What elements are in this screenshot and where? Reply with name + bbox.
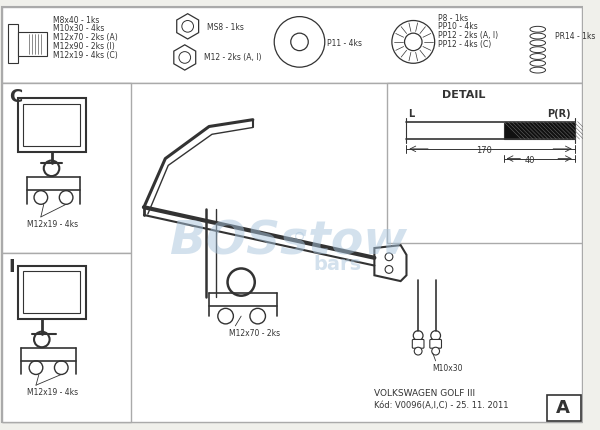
Polygon shape — [17, 33, 47, 56]
Text: PR14 - 1ks: PR14 - 1ks — [555, 32, 596, 41]
Polygon shape — [374, 246, 406, 282]
Bar — [2, 8, 581, 83]
Bar — [2, 83, 131, 253]
Text: MS8 - 1ks: MS8 - 1ks — [207, 23, 244, 32]
Text: P8 - 1ks: P8 - 1ks — [437, 14, 468, 23]
Polygon shape — [8, 25, 17, 64]
Circle shape — [55, 361, 68, 375]
Text: M12x19 - 4ks (C): M12x19 - 4ks (C) — [53, 51, 118, 59]
Text: 170: 170 — [476, 146, 493, 155]
Circle shape — [431, 331, 440, 341]
Circle shape — [34, 332, 50, 347]
Circle shape — [34, 191, 47, 205]
Polygon shape — [174, 46, 196, 71]
Bar — [2, 83, 581, 422]
Bar — [504, 123, 575, 140]
Circle shape — [413, 331, 423, 341]
Text: 40: 40 — [525, 155, 536, 164]
Circle shape — [218, 309, 233, 324]
FancyBboxPatch shape — [412, 340, 424, 348]
Bar — [2, 253, 131, 422]
Bar — [547, 395, 581, 421]
Circle shape — [274, 18, 325, 68]
Text: DETAIL: DETAIL — [442, 89, 486, 99]
Text: PP10 - 4ks: PP10 - 4ks — [437, 22, 478, 31]
Circle shape — [404, 34, 422, 52]
Bar — [23, 272, 80, 313]
Text: M10x30 - 4ks: M10x30 - 4ks — [53, 25, 105, 34]
Text: M12x90 - 2ks (I): M12x90 - 2ks (I) — [53, 42, 115, 51]
Text: Kód: V0096(A,I,C) - 25. 11. 2011: Kód: V0096(A,I,C) - 25. 11. 2011 — [374, 400, 509, 409]
Circle shape — [44, 161, 59, 177]
Circle shape — [432, 347, 440, 355]
Text: A: A — [556, 398, 570, 416]
Text: I: I — [9, 257, 16, 275]
Text: M12x70 - 2ks (A): M12x70 - 2ks (A) — [53, 33, 118, 42]
Text: L: L — [409, 109, 415, 119]
Text: PP12 - 4ks (C): PP12 - 4ks (C) — [437, 40, 491, 49]
Circle shape — [59, 191, 73, 205]
FancyBboxPatch shape — [430, 340, 442, 348]
Polygon shape — [177, 15, 199, 40]
Bar — [17, 266, 86, 319]
Text: M12 - 2ks (A, I): M12 - 2ks (A, I) — [204, 52, 262, 61]
Text: M10x30: M10x30 — [433, 363, 463, 372]
Circle shape — [385, 253, 393, 261]
Circle shape — [250, 309, 265, 324]
Text: M12x19 - 4ks: M12x19 - 4ks — [27, 219, 79, 228]
Text: M12x19 - 4ks: M12x19 - 4ks — [27, 387, 79, 396]
Circle shape — [227, 269, 255, 296]
Text: PP12 - 2ks (A, I): PP12 - 2ks (A, I) — [437, 31, 498, 40]
Bar — [23, 105, 80, 147]
Circle shape — [385, 266, 393, 274]
Text: bars: bars — [313, 255, 361, 273]
Bar — [17, 99, 86, 152]
Circle shape — [291, 34, 308, 52]
Circle shape — [414, 347, 422, 355]
Text: C: C — [9, 87, 22, 105]
Circle shape — [29, 361, 43, 375]
Circle shape — [392, 22, 434, 64]
Text: VOLKSWAGEN GOLF III: VOLKSWAGEN GOLF III — [374, 388, 476, 397]
Text: BOSstow: BOSstow — [170, 219, 407, 264]
Text: P11 - 4ks: P11 - 4ks — [327, 39, 362, 48]
Text: M12x70 - 2ks: M12x70 - 2ks — [229, 328, 280, 337]
Bar — [387, 83, 581, 244]
Text: M8x40 - 1ks: M8x40 - 1ks — [53, 15, 100, 25]
Text: P(R): P(R) — [547, 109, 571, 119]
